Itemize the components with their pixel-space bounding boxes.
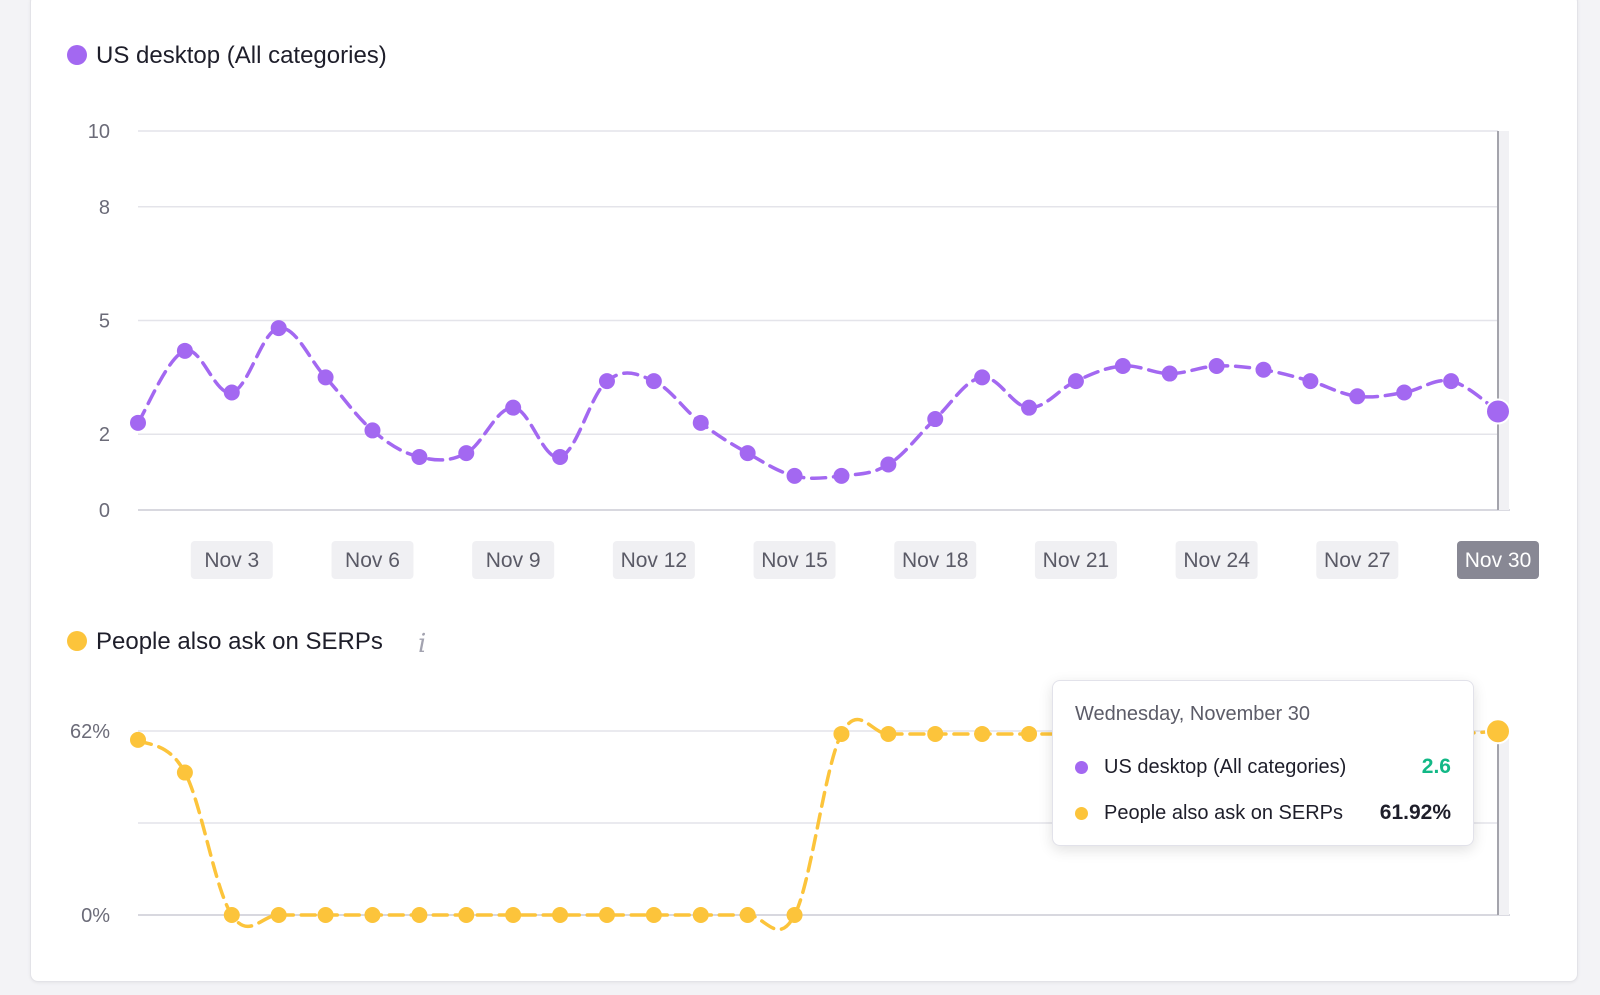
x-tick-bg (1175, 541, 1258, 579)
data-point[interactable] (598, 373, 615, 390)
x-tick-label: Nov 30 (1465, 549, 1532, 572)
data-point[interactable] (786, 467, 803, 484)
data-point[interactable] (1021, 725, 1038, 742)
x-tick-bg (894, 541, 977, 579)
x-tick-bg (753, 541, 836, 579)
data-point[interactable] (1208, 357, 1225, 374)
legend-dot-us-desktop (67, 45, 87, 65)
data-point[interactable] (692, 907, 709, 923)
data-point[interactable] (364, 422, 381, 439)
x-tick-label: Nov 21 (1043, 549, 1110, 572)
data-point[interactable] (176, 764, 193, 781)
tooltip-label-paa: People also ask on SERPs (1104, 801, 1344, 824)
data-point[interactable] (317, 907, 334, 923)
chart2-title: People also ask on SERPs (96, 628, 383, 655)
x-tick-bg (1034, 541, 1117, 579)
y-tick-label: 0 (99, 500, 110, 522)
x-tick-label: Nov 15 (761, 549, 828, 572)
x-tick-label: Nov 12 (621, 549, 688, 572)
x-tick-bg (1316, 541, 1399, 579)
data-point[interactable] (223, 384, 240, 401)
data-point[interactable] (927, 411, 944, 428)
y-tick-label: 10 (88, 121, 110, 143)
data-point[interactable] (974, 369, 991, 386)
data-point[interactable] (458, 907, 475, 923)
x-tick-bg (1457, 541, 1539, 579)
chart1-plot: 10 8 5 2 0 Nov 3 Nov 6 Nov 9 Nov 12 Nov 15 Nov 18 N… (88, 121, 1539, 579)
data-point[interactable] (833, 467, 850, 484)
data-point[interactable] (270, 320, 287, 337)
data-point[interactable] (411, 907, 428, 923)
data-point[interactable] (1396, 384, 1413, 401)
data-point[interactable] (598, 907, 615, 923)
data-point[interactable] (1349, 388, 1366, 405)
x-tick-label: Nov 9 (486, 549, 541, 572)
data-point[interactable] (176, 342, 193, 359)
hover-band (1497, 731, 1509, 915)
data-point[interactable] (880, 725, 897, 742)
data-point[interactable] (505, 399, 522, 416)
y-tick-label: 62% (70, 721, 110, 743)
tooltip-value-us-desktop: 2.6 (1421, 755, 1451, 778)
info-icon[interactable]: i (418, 629, 426, 659)
data-point[interactable] (458, 445, 475, 462)
hover-band (1497, 131, 1509, 510)
data-point[interactable] (270, 907, 287, 923)
tooltip-row-us-desktop: US desktop (All categories) 2.6 (1075, 744, 1451, 790)
data-point[interactable] (411, 448, 428, 465)
data-point[interactable] (552, 907, 569, 923)
y-tick-label: 5 (99, 311, 110, 333)
data-point[interactable] (552, 448, 569, 465)
data-point[interactable] (1161, 365, 1178, 382)
data-point[interactable] (1114, 357, 1131, 374)
tooltip-label-us-desktop: US desktop (All categories) (1104, 755, 1347, 778)
y-tick-label: 8 (99, 197, 110, 219)
x-tick-bg (472, 541, 555, 579)
data-point[interactable] (645, 907, 662, 923)
data-point[interactable] (692, 414, 709, 431)
data-point[interactable] (1302, 373, 1319, 390)
data-point[interactable] (1255, 361, 1272, 378)
tooltip-dot-paa (1075, 806, 1088, 820)
chart-tooltip: Wednesday, November 30 US desktop (All c… (1052, 680, 1474, 846)
x-tick-bg (612, 541, 695, 579)
data-point[interactable] (739, 907, 756, 923)
series-line (136, 326, 1500, 480)
data-point[interactable] (786, 907, 803, 923)
data-point[interactable] (1443, 373, 1460, 390)
data-point[interactable] (317, 369, 334, 386)
x-tick-label: Nov 27 (1324, 549, 1391, 572)
x-tick-bg (190, 541, 273, 579)
data-point[interactable] (739, 445, 756, 462)
data-point[interactable] (927, 725, 944, 742)
data-point[interactable] (505, 907, 522, 923)
data-point[interactable] (223, 907, 240, 923)
x-tick-label: Nov 3 (204, 549, 259, 572)
tooltip-value-paa: 61.92% (1379, 801, 1451, 824)
legend-dot-paa (67, 631, 87, 651)
x-tick-bg (331, 541, 414, 579)
x-tick-label: Nov 18 (902, 549, 969, 572)
chart1-title: US desktop (All categories) (96, 42, 387, 69)
tooltip-date: Wednesday, November 30 (1075, 703, 1310, 725)
y-tick-label: 2 (99, 424, 110, 446)
data-point[interactable] (974, 725, 991, 742)
x-tick-label: Nov 24 (1183, 549, 1250, 572)
data-point[interactable] (130, 731, 146, 748)
data-point[interactable] (1021, 399, 1038, 416)
data-point[interactable] (833, 725, 850, 742)
tooltip-row-paa: People also ask on SERPs 61.92% (1075, 790, 1451, 836)
data-point[interactable] (364, 907, 381, 923)
tooltip-dot-us-desktop (1075, 760, 1088, 774)
y-tick-label: 0% (81, 905, 110, 927)
data-point[interactable] (645, 373, 662, 390)
data-point[interactable] (130, 414, 146, 431)
x-tick-label: Nov 6 (345, 549, 400, 572)
data-point[interactable] (1067, 373, 1084, 390)
data-point[interactable] (880, 456, 897, 473)
data-point[interactable] (1485, 398, 1511, 425)
data-point[interactable] (1485, 718, 1511, 745)
